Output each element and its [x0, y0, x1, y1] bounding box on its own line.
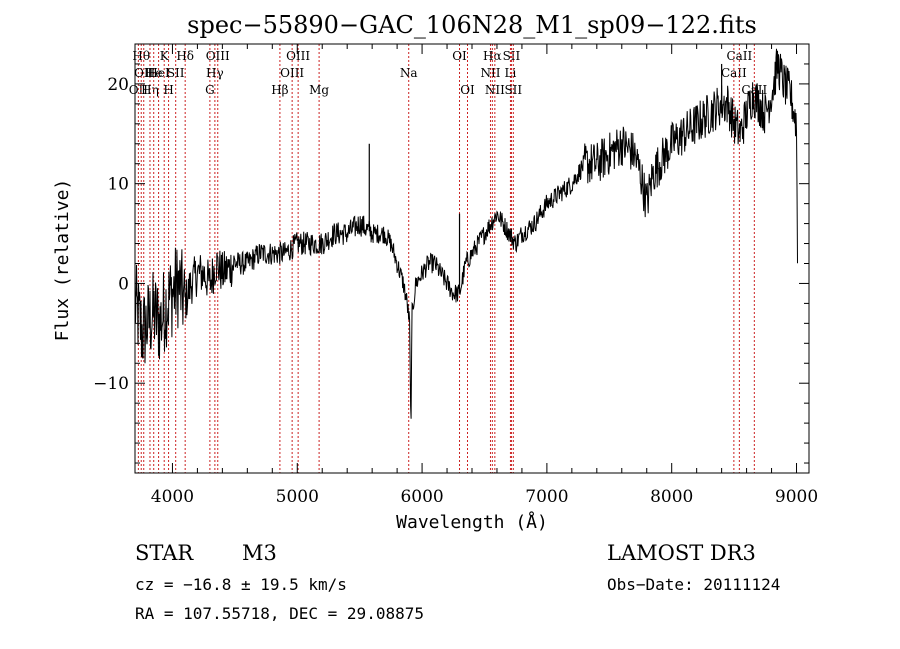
- line-label: G: [205, 83, 215, 97]
- x-tick-label: 9000: [775, 487, 818, 507]
- line-label: Li: [505, 66, 517, 80]
- x-tick-label: 4000: [151, 487, 194, 507]
- object-subclass: M3: [242, 541, 277, 565]
- line-label: Hα: [483, 49, 502, 63]
- line-label: H: [163, 83, 173, 97]
- x-tick-label: 7000: [525, 487, 568, 507]
- x-axis-label: Wavelength (Å): [396, 511, 548, 533]
- line-label: CaII: [721, 66, 747, 80]
- line-label: OIII: [206, 49, 230, 63]
- x-axis-ticks: 4000 5000 6000 7000 8000 9000: [151, 44, 818, 507]
- line-label: Mg: [309, 83, 329, 97]
- coordinates: RA = 107.55718, DEC = 29.08875: [135, 604, 424, 623]
- object-class: STAR: [135, 541, 194, 565]
- y-tick-label: 0: [118, 274, 129, 294]
- y-axis-label: Flux (relative): [52, 179, 73, 342]
- line-label: SII: [504, 83, 522, 97]
- flux-series-line: [134, 48, 798, 419]
- line-label: OII: [134, 66, 154, 80]
- chart-title: spec−55890−GAC_106N28_M1_sp09−122.fits: [187, 11, 757, 39]
- line-label: OIII: [286, 49, 310, 63]
- x-tick-label: 6000: [400, 487, 443, 507]
- line-label: NII: [485, 83, 505, 97]
- y-tick-label: −10: [93, 374, 129, 394]
- line-label: Na: [400, 66, 418, 80]
- line-label: SII: [167, 66, 185, 80]
- line-label: Hγ: [206, 66, 224, 80]
- y-axis-ticks: −10 0 10 20: [93, 43, 809, 464]
- obs-date: Obs−Date: 20111124: [607, 575, 780, 594]
- line-label: Hβ: [271, 83, 288, 97]
- line-label: OI: [452, 49, 467, 63]
- x-tick-label: 5000: [276, 487, 319, 507]
- line-label: OIII: [280, 66, 304, 80]
- redshift-readout: cz = −16.8 ± 19.5 km/s: [135, 575, 347, 594]
- spectral-line-markers: OIIHθOIIHηHeHeIKHSIIHδGHγOIIIHβOIIIOIIIM…: [129, 44, 767, 473]
- line-label: K: [160, 49, 170, 63]
- line-label: Hδ: [176, 49, 194, 63]
- x-tick-label: 8000: [650, 487, 693, 507]
- line-label: NII: [480, 66, 500, 80]
- line-label: CaII: [741, 83, 767, 97]
- line-label: Hη: [141, 83, 159, 97]
- survey-name: LAMOST DR3: [607, 541, 756, 565]
- line-label: OI: [460, 83, 475, 97]
- line-label: CaII: [726, 49, 752, 63]
- y-tick-label: 10: [107, 175, 129, 195]
- line-label: SII: [503, 49, 521, 63]
- y-tick-label: 20: [107, 75, 129, 95]
- line-label: Hθ: [132, 49, 150, 63]
- emission-spikes: [368, 63, 723, 294]
